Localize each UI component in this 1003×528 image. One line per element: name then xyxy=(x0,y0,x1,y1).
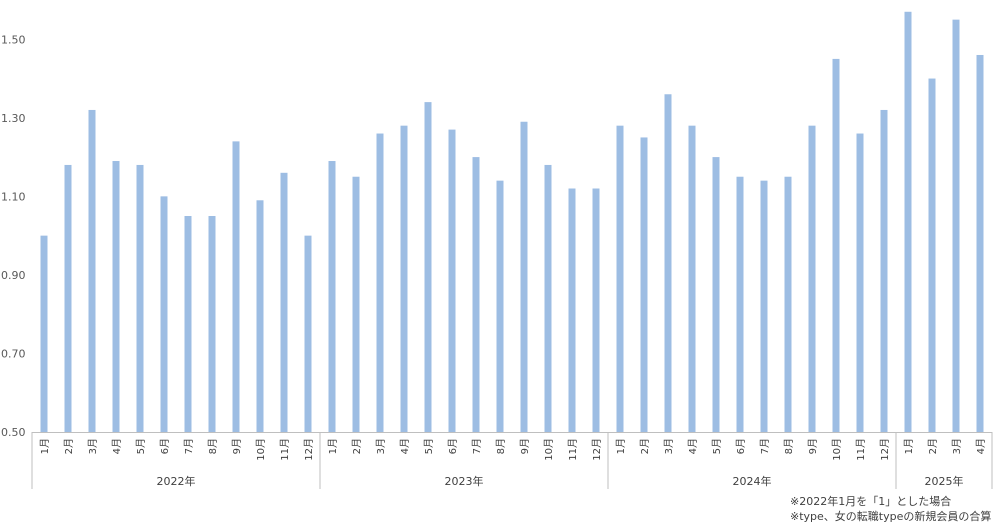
x-tick-label: 9月 xyxy=(519,438,531,454)
bar xyxy=(304,235,312,432)
bar xyxy=(808,125,816,433)
x-tick-label: 2月 xyxy=(639,438,651,454)
x-tick-label: 4月 xyxy=(975,438,987,454)
x-tick-label: 11月 xyxy=(855,438,867,461)
y-axis: 0.50 0.70 0.90 1.10 1.30 1.50 xyxy=(1,33,26,439)
bar xyxy=(136,164,144,432)
bar xyxy=(352,176,360,432)
x-tick-label: 10月 xyxy=(255,438,267,461)
chart-note-1: ※2022年1月を「1」とした場合 xyxy=(790,495,952,508)
bar xyxy=(376,133,384,432)
bar xyxy=(928,78,936,433)
x-tick-label: 1月 xyxy=(615,438,627,454)
y-tick-label: 1.50 xyxy=(1,33,26,46)
y-tick-label: 1.30 xyxy=(1,112,26,125)
x-tick-label: 7月 xyxy=(471,438,483,454)
bar xyxy=(160,196,168,432)
year-group-label: 2023年 xyxy=(445,474,484,488)
x-axis: 1月 2月 3月 4月 5月 6月 7月 8月 9月 10月 11月 12月 1月 2月 3月 4月 5月 6月 7… xyxy=(31,432,993,489)
x-tick-label: 12月 xyxy=(303,438,315,461)
bar xyxy=(208,216,216,432)
bar xyxy=(592,188,600,432)
bar xyxy=(832,58,840,432)
x-tick-label: 4月 xyxy=(399,438,411,454)
bar xyxy=(688,125,696,433)
bars xyxy=(40,11,984,433)
bar xyxy=(496,180,504,432)
bar xyxy=(760,180,768,432)
bar xyxy=(448,129,456,432)
x-tick-label: 6月 xyxy=(447,438,459,454)
year-group-label: 2022年 xyxy=(157,474,196,488)
x-tick-label: 3月 xyxy=(951,438,963,454)
x-tick-label: 4月 xyxy=(687,438,699,454)
bar xyxy=(280,172,288,433)
x-tick-label: 10月 xyxy=(543,438,555,461)
x-tick-label: 8月 xyxy=(783,438,795,454)
x-tick-label: 3月 xyxy=(87,438,99,454)
bar xyxy=(976,54,984,432)
x-tick-label: 1月 xyxy=(39,438,51,454)
x-tick-label: 8月 xyxy=(207,438,219,454)
bar xyxy=(544,164,552,432)
bar xyxy=(904,11,912,433)
bar xyxy=(400,125,408,433)
x-tick-label: 11月 xyxy=(279,438,291,461)
x-tick-label: 9月 xyxy=(231,438,243,454)
bar xyxy=(184,216,192,432)
x-tick-label: 5月 xyxy=(423,438,435,454)
x-tick-label: 3月 xyxy=(375,438,387,454)
x-tick-label: 6月 xyxy=(735,438,747,454)
bar xyxy=(328,161,336,432)
x-tick-label: 7月 xyxy=(183,438,195,454)
chart-note-2: ※type、女の転職typeの新規会員の合算 xyxy=(790,510,992,523)
x-tick-label: 5月 xyxy=(135,438,147,454)
bar xyxy=(112,161,120,432)
x-tick-label: 6月 xyxy=(159,438,171,454)
bar xyxy=(64,164,72,432)
bar xyxy=(40,235,48,432)
bar xyxy=(736,176,744,432)
bar xyxy=(232,141,240,432)
x-tick-label: 9月 xyxy=(807,438,819,454)
x-tick-label: 10月 xyxy=(831,438,843,461)
bar xyxy=(424,102,432,433)
x-tick-label: 2月 xyxy=(927,438,939,454)
bar xyxy=(472,157,480,432)
bar xyxy=(880,109,888,433)
bar xyxy=(520,121,528,432)
y-tick-label: 0.50 xyxy=(1,426,26,439)
bar xyxy=(664,94,672,432)
x-tick-label: 1月 xyxy=(327,438,339,454)
y-tick-label: 0.70 xyxy=(1,347,26,360)
x-tick-label: 2月 xyxy=(63,438,75,454)
bar xyxy=(568,188,576,432)
bar xyxy=(616,125,624,433)
x-tick-label: 4月 xyxy=(111,438,123,454)
x-tick-label: 5月 xyxy=(711,438,723,454)
x-tick-label: 2月 xyxy=(351,438,363,454)
year-group-label: 2025年 xyxy=(925,474,964,488)
x-tick-label: 3月 xyxy=(663,438,675,454)
x-tick-label: 8月 xyxy=(495,438,507,454)
bar xyxy=(640,137,648,432)
bar xyxy=(952,19,960,432)
year-group-label: 2024年 xyxy=(733,474,772,488)
x-tick-label: 12月 xyxy=(879,438,891,461)
x-tick-label: 1月 xyxy=(903,438,915,454)
bar xyxy=(88,109,96,433)
bar xyxy=(856,133,864,432)
x-tick-label: 7月 xyxy=(759,438,771,454)
x-tick-label: 12月 xyxy=(591,438,603,461)
bar xyxy=(784,176,792,432)
y-tick-label: 1.10 xyxy=(1,190,26,203)
bar xyxy=(256,200,264,432)
y-tick-label: 0.90 xyxy=(1,269,26,282)
x-tick-label: 11月 xyxy=(567,438,579,461)
bar xyxy=(712,157,720,432)
